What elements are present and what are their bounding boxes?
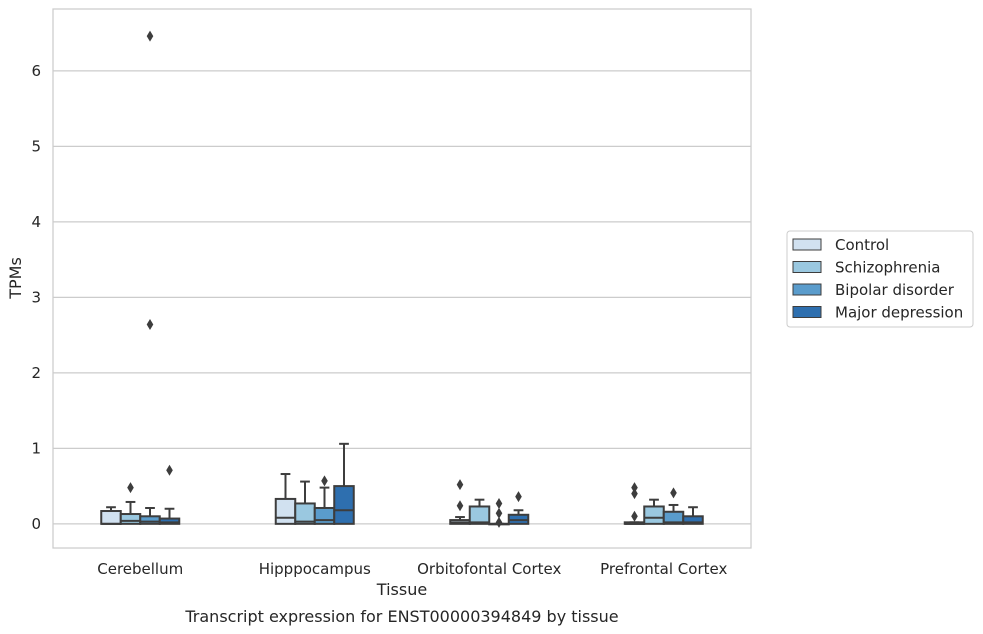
box-body — [682, 515, 704, 525]
box-body — [139, 515, 161, 525]
legend-swatch — [792, 306, 822, 318]
box-body — [333, 485, 355, 525]
box-bipolar-disorder — [662, 487, 685, 525]
box-body — [313, 506, 336, 525]
outlier-point — [456, 500, 464, 512]
x-axis-title: Tissue — [376, 580, 427, 599]
y-tick-label: 1 — [31, 439, 41, 457]
box-major-depression — [682, 506, 704, 525]
legend-swatch — [792, 261, 822, 273]
y-tick-labels: 0 1 2 3 4 5 6 — [31, 62, 41, 533]
box-schizophrenia — [643, 498, 665, 525]
outlier-point — [166, 464, 173, 476]
outlier-point — [631, 488, 638, 500]
x-tick-label: Hipppocampus — [259, 560, 371, 578]
box-body — [158, 517, 181, 525]
outlier-point — [456, 479, 464, 491]
y-axis-title: TPMs — [6, 257, 25, 300]
box-control — [623, 482, 646, 525]
outlier-point — [146, 319, 154, 331]
box-major-depression — [507, 491, 530, 525]
y-tick-label: 2 — [31, 364, 41, 382]
legend-swatch — [792, 238, 822, 251]
outlier-point — [146, 30, 154, 42]
legend-label: Major depression — [835, 304, 963, 322]
box-bipolar-disorder — [488, 497, 510, 528]
plot-frame — [52, 8, 752, 549]
box-bipolar-disorder — [313, 475, 336, 525]
outlier-point — [631, 510, 638, 522]
legend-label: Bipolar disorder — [835, 281, 955, 299]
legend-label: Control — [835, 236, 889, 254]
box-major-depression — [158, 464, 181, 525]
x-tick-label: Orbitofontal Cortex — [417, 560, 561, 578]
box-body — [119, 513, 142, 525]
box-body — [643, 505, 665, 525]
outlier-point — [321, 475, 328, 487]
x-tick-label: Prefrontal Cortex — [600, 560, 727, 578]
box-schizophrenia — [119, 482, 142, 525]
box-major-depression — [333, 442, 355, 525]
box-body — [100, 510, 122, 525]
y-tick-label: 0 — [31, 515, 41, 533]
legend: Control Schizophrenia Bipolar disorder Majo… — [786, 230, 974, 328]
legend-swatch — [792, 283, 822, 296]
box-control — [449, 479, 471, 525]
grid-lines — [53, 70, 751, 525]
legend-label: Schizophrenia — [835, 259, 940, 277]
outlier-point — [495, 507, 503, 519]
outlier-point — [127, 482, 134, 494]
legend-frame — [786, 230, 974, 328]
x-tick-labels: Cerebellum Hipppocampus Orbitofontal Corte… — [97, 560, 727, 578]
box-bipolar-disorder — [139, 30, 161, 525]
outlier-point — [515, 491, 522, 503]
box-body — [468, 505, 491, 525]
outlier-point — [631, 482, 638, 494]
box-marks — [100, 30, 704, 528]
box-schizophrenia — [294, 480, 316, 525]
y-tick-label: 5 — [31, 137, 41, 155]
chart-caption: Transcript expression for ENST0000039484… — [184, 607, 618, 626]
y-tick-label: 6 — [31, 62, 41, 80]
box-control — [100, 506, 122, 525]
x-tick-label: Cerebellum — [97, 560, 183, 578]
box-control — [274, 473, 297, 525]
y-tick-label: 4 — [31, 213, 41, 231]
box-schizophrenia — [468, 498, 491, 525]
box-body — [274, 497, 297, 525]
outlier-point — [495, 516, 503, 528]
outlier-point — [670, 487, 677, 499]
outlier-point — [495, 497, 503, 509]
y-tick-label: 3 — [31, 288, 41, 306]
